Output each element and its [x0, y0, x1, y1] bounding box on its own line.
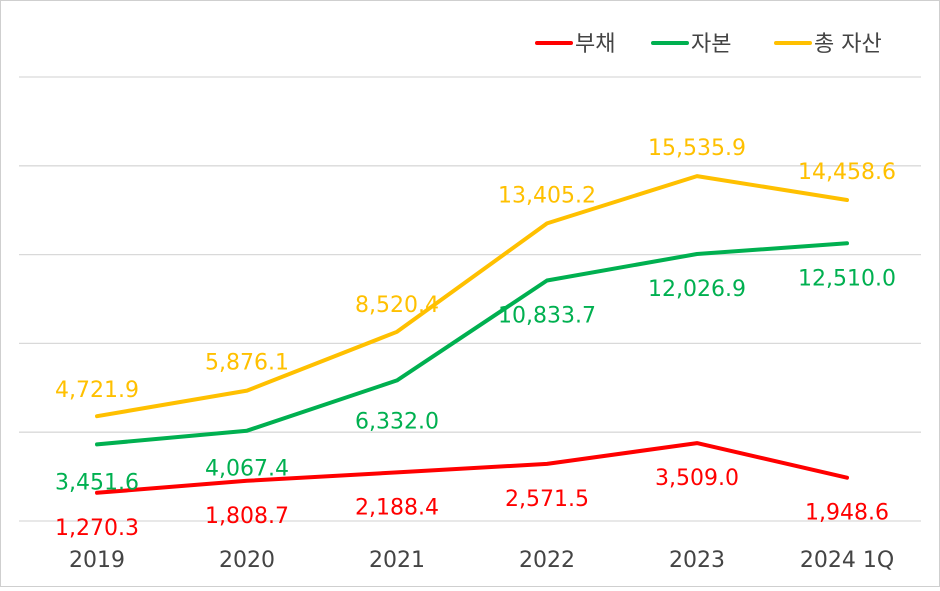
data-label-equity: 6,332.0	[355, 409, 439, 434]
data-label-equity: 3,451.6	[55, 470, 139, 495]
data-label-equity: 10,833.7	[498, 303, 596, 328]
x-tick-label: 2019	[69, 548, 125, 573]
legend: 부채 자본 총 자산	[535, 32, 882, 57]
series-line-debt	[95, 441, 849, 495]
data-label-debt: 3,509.0	[655, 466, 739, 491]
legend-label-debt: 부채	[575, 32, 615, 57]
series-line-equity	[95, 241, 849, 447]
data-label-equity: 4,067.4	[205, 457, 289, 482]
data-label-equity: 12,510.0	[798, 266, 896, 291]
x-axis-ticks: 2019 2020 2021 2022 2023 2024 1Q	[69, 548, 894, 573]
data-label-debt: 2,571.5	[505, 487, 589, 512]
x-tick-label: 2020	[219, 548, 275, 573]
data-label-total-assets: 14,458.6	[798, 160, 896, 185]
data-label-total-assets: 5,876.1	[205, 351, 289, 376]
data-label-debt: 1,270.3	[55, 516, 139, 541]
x-tick-label: 2021	[369, 548, 425, 573]
data-label-total-assets: 13,405.2	[498, 183, 596, 208]
data-label-equity: 12,026.9	[648, 277, 746, 302]
data-label-total-assets: 8,520.4	[355, 293, 439, 318]
gridlines	[19, 76, 921, 522]
data-labels: 1,270.3 1,808.7 2,188.4 2,571.5 3,509.0 1,948…	[55, 136, 896, 541]
series-line-total-assets	[95, 174, 849, 419]
series-lines	[95, 174, 849, 495]
legend-label-equity: 자본	[691, 32, 731, 57]
x-tick-label: 2023	[669, 548, 725, 573]
x-tick-label: 2022	[519, 548, 575, 573]
data-label-debt: 1,808.7	[205, 504, 289, 529]
data-label-total-assets: 15,535.9	[648, 136, 746, 161]
data-label-debt: 2,188.4	[355, 495, 439, 520]
data-label-debt: 1,948.6	[805, 501, 889, 526]
legend-label-total-assets: 총 자산	[814, 32, 882, 57]
data-label-total-assets: 4,721.9	[55, 378, 139, 403]
x-tick-label: 2024 1Q	[800, 548, 894, 573]
